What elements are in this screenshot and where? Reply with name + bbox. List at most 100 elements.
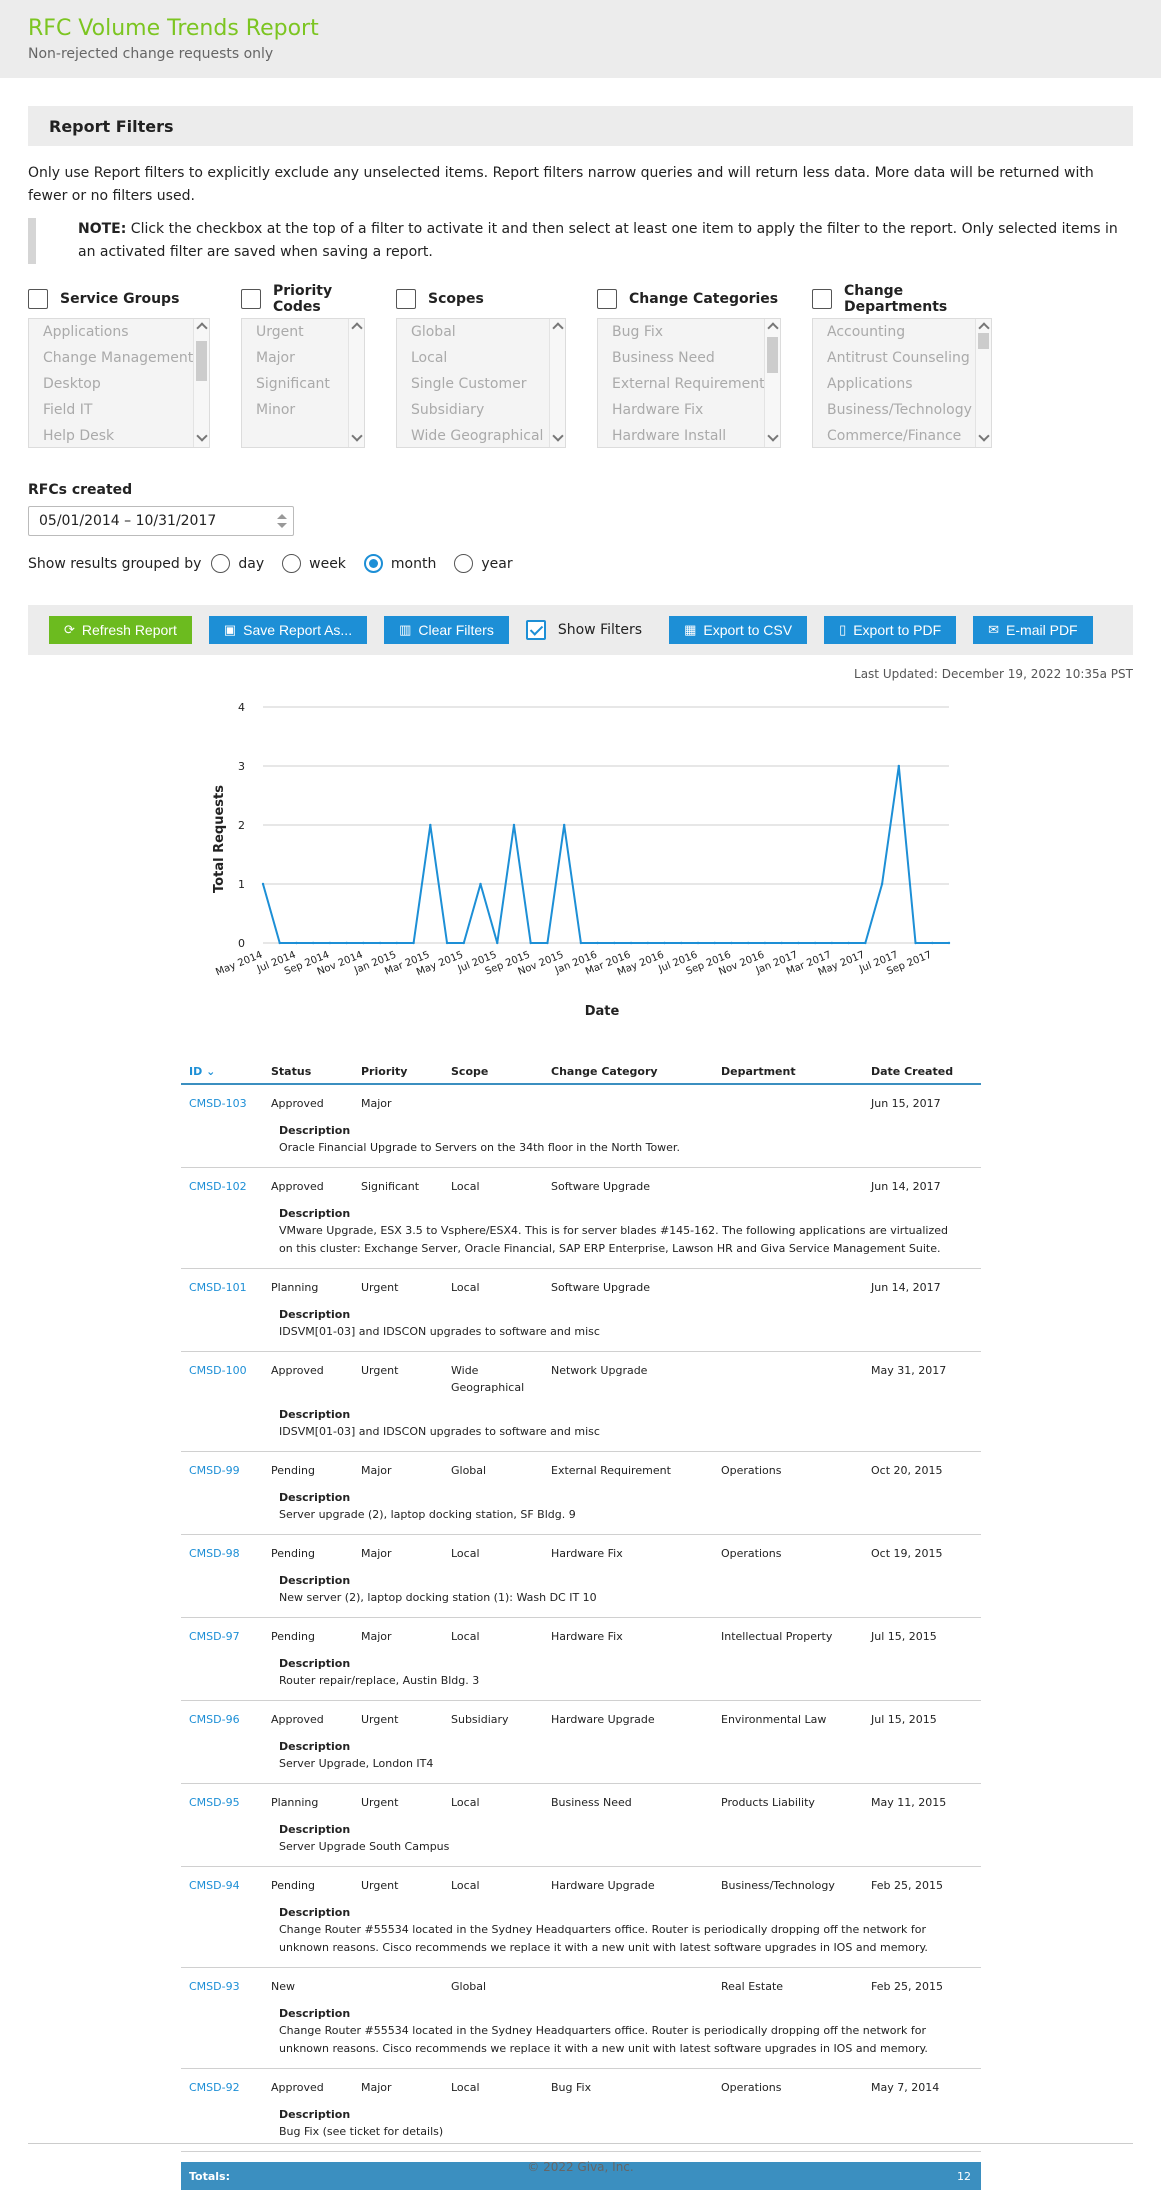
- filter-listbox[interactable]: Global Local Single Customer Subsidiary Wide…: [396, 318, 566, 448]
- filter-listbox[interactable]: Applications Change Management Desktop Fiel…: [28, 318, 210, 448]
- show-filters-toggle[interactable]: Show Filters: [525, 620, 642, 640]
- cell-id[interactable]: CMSD-92: [189, 2081, 240, 2094]
- group-option-year[interactable]: year: [454, 554, 513, 573]
- radio-button[interactable]: [363, 554, 383, 573]
- cell-id[interactable]: CMSD-99: [189, 1464, 240, 1477]
- note-label: NOTE:: [78, 221, 127, 237]
- filter-option[interactable]: Subsidiary: [411, 402, 485, 418]
- sort-chevron-icon[interactable]: ⌄: [202, 1064, 216, 1078]
- filter-option[interactable]: Local: [411, 350, 448, 366]
- filter-checkbox[interactable]: [396, 289, 416, 309]
- radio-button[interactable]: [211, 554, 231, 573]
- cell-id[interactable]: CMSD-94: [189, 1879, 240, 1892]
- chevron-up-icon[interactable]: [196, 322, 208, 334]
- group-option-week[interactable]: week: [282, 554, 346, 573]
- radio-button[interactable]: [454, 554, 474, 573]
- column-header[interactable]: Change Category: [551, 1063, 721, 1080]
- column-header[interactable]: Scope: [451, 1063, 551, 1080]
- column-header[interactable]: Date Created: [871, 1063, 981, 1080]
- filter-option[interactable]: Change Management: [43, 350, 194, 366]
- filter-option[interactable]: Antitrust Counseling: [827, 350, 970, 366]
- chevron-down-icon[interactable]: [552, 430, 564, 442]
- chevron-down-icon[interactable]: [351, 430, 363, 442]
- export-pdf-button[interactable]: ▯ Export to PDF: [824, 616, 957, 644]
- show-filters-checkbox[interactable]: [525, 620, 546, 640]
- filter-option[interactable]: Hardware Fix: [612, 402, 704, 418]
- scrollbar-thumb[interactable]: [978, 333, 989, 349]
- export-csv-button[interactable]: ▦ Export to CSV: [669, 616, 808, 644]
- cell-category: Software Upgrade: [551, 1180, 651, 1193]
- column-header[interactable]: ID ⌄: [181, 1063, 271, 1080]
- date-range-value: 05/01/2014 – 10/31/2017: [39, 513, 217, 529]
- filter-group-header[interactable]: Change Departments: [812, 283, 992, 315]
- chevron-up-icon[interactable]: [767, 322, 779, 334]
- save-report-button[interactable]: ▣ Save Report As...: [208, 616, 368, 644]
- cell-id[interactable]: CMSD-97: [189, 1630, 240, 1643]
- data-point: [897, 764, 901, 768]
- chevron-up-icon[interactable]: [978, 322, 990, 334]
- email-pdf-button[interactable]: ✉ E-mail PDF: [973, 616, 1093, 644]
- filter-option[interactable]: Business/Technology: [827, 402, 972, 418]
- filter-group-header[interactable]: Priority Codes: [241, 283, 365, 315]
- chevron-down-icon[interactable]: [978, 430, 990, 442]
- group-option-day[interactable]: day: [211, 554, 264, 573]
- cell-id[interactable]: CMSD-100: [189, 1364, 247, 1377]
- column-header[interactable]: Priority: [361, 1063, 451, 1080]
- filter-listbox[interactable]: Bug Fix Business Need External Requirement…: [597, 318, 781, 448]
- scrollbar-thumb[interactable]: [767, 337, 778, 373]
- filter-option[interactable]: Single Customer: [411, 376, 527, 392]
- cell-id[interactable]: CMSD-98: [189, 1547, 240, 1560]
- filter-listbox[interactable]: Urgent Major Significant Minor: [241, 318, 365, 448]
- cell-id[interactable]: CMSD-95: [189, 1796, 240, 1809]
- scrollbar-thumb[interactable]: [196, 341, 207, 381]
- filter-option[interactable]: Wide Geographical: [411, 428, 544, 444]
- chevron-up-icon[interactable]: [552, 322, 564, 334]
- filter-group-header[interactable]: Change Categories: [597, 288, 781, 310]
- filter-option[interactable]: External Requirement: [612, 376, 765, 392]
- clear-filters-button[interactable]: ▥ Clear Filters: [384, 616, 509, 644]
- filter-option[interactable]: Business Need: [612, 350, 715, 366]
- date-range-input[interactable]: 05/01/2014 – 10/31/2017: [28, 506, 294, 536]
- group-option-month[interactable]: month: [363, 554, 436, 573]
- filter-option[interactable]: Hardware Install: [612, 428, 727, 444]
- filter-option[interactable]: Bug Fix: [612, 324, 664, 340]
- scrollbar[interactable]: [193, 319, 209, 447]
- filter-option[interactable]: Urgent: [256, 324, 304, 340]
- column-header[interactable]: Status: [271, 1063, 361, 1080]
- chevron-down-icon[interactable]: [196, 430, 208, 442]
- refresh-report-button[interactable]: ⟳ Refresh Report: [49, 616, 192, 644]
- filter-listbox[interactable]: Accounting Antitrust Counseling Applicatio…: [812, 318, 992, 448]
- filter-option[interactable]: Minor: [256, 402, 296, 418]
- grouping-row: Show results grouped by day week month year: [28, 554, 1133, 573]
- scrollbar[interactable]: [348, 319, 364, 447]
- filter-option[interactable]: Desktop: [43, 376, 101, 392]
- cell-id[interactable]: CMSD-102: [189, 1180, 247, 1193]
- filter-option[interactable]: Help Desk: [43, 428, 115, 444]
- cell-id[interactable]: CMSD-93: [189, 1980, 240, 1993]
- scrollbar[interactable]: [764, 319, 780, 447]
- cell-id[interactable]: CMSD-101: [189, 1281, 247, 1294]
- filter-option[interactable]: Commerce/Finance: [827, 428, 962, 444]
- filter-option[interactable]: Significant: [256, 376, 330, 392]
- filter-checkbox[interactable]: [812, 289, 832, 309]
- filter-checkbox[interactable]: [28, 289, 48, 309]
- filter-option[interactable]: Applications: [827, 376, 913, 392]
- column-header[interactable]: Department: [721, 1063, 871, 1080]
- filter-group-header[interactable]: Scopes: [396, 288, 566, 310]
- filter-checkbox[interactable]: [597, 289, 617, 309]
- filter-option[interactable]: Global: [411, 324, 456, 340]
- cell-id[interactable]: CMSD-103: [189, 1097, 247, 1110]
- filter-checkbox[interactable]: [241, 289, 261, 309]
- spinner-icon[interactable]: [277, 514, 287, 528]
- scrollbar[interactable]: [975, 319, 991, 447]
- radio-button[interactable]: [282, 554, 302, 573]
- chevron-down-icon[interactable]: [767, 430, 779, 442]
- filter-option[interactable]: Field IT: [43, 402, 93, 418]
- scrollbar[interactable]: [549, 319, 565, 447]
- filter-group-header[interactable]: Service Groups: [28, 288, 210, 310]
- filter-option[interactable]: Applications: [43, 324, 129, 340]
- filter-option[interactable]: Major: [256, 350, 295, 366]
- filter-option[interactable]: Accounting: [827, 324, 906, 340]
- chevron-up-icon[interactable]: [351, 322, 363, 334]
- cell-id[interactable]: CMSD-96: [189, 1713, 240, 1726]
